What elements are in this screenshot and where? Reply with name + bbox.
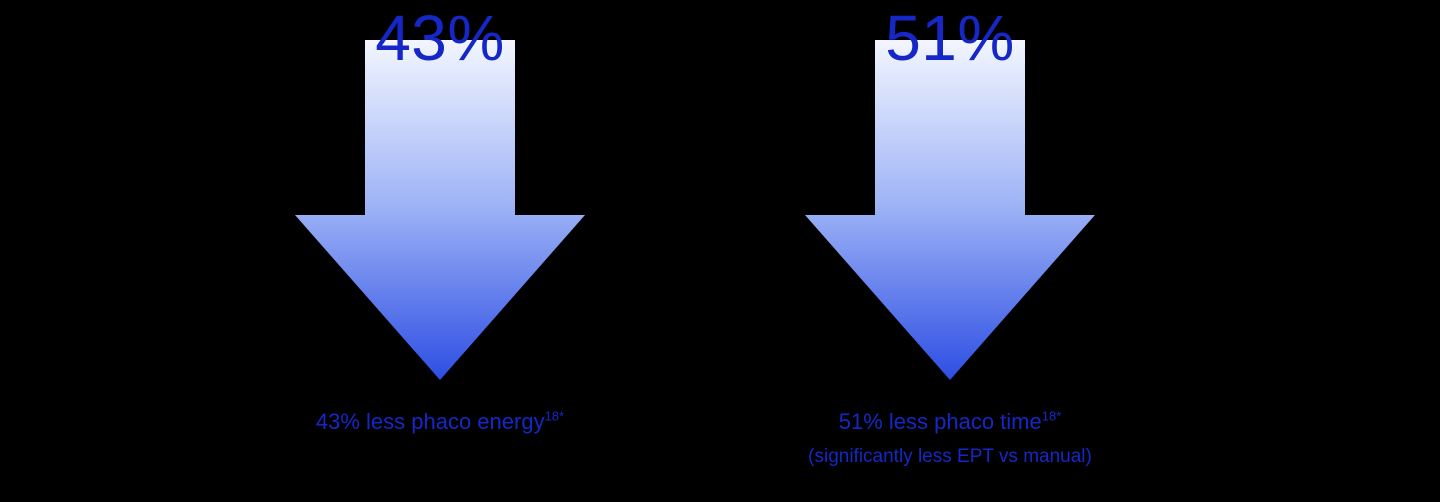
stat-caption: 51% less phaco time18* — [770, 408, 1130, 436]
down-arrow-icon — [280, 40, 600, 380]
arrow-path — [805, 40, 1095, 380]
stat-headline: 51% — [770, 6, 1130, 70]
arrow-path — [295, 40, 585, 380]
caption-text: 43% less phaco energy — [316, 409, 545, 434]
caption-sup: 18* — [1042, 409, 1062, 424]
stat-caption: 43% less phaco energy18* — [260, 408, 620, 436]
stat-subcaption: (significantly less EPT vs manual) — [770, 446, 1130, 469]
infographic-stage: 43% 43% less phaco energy18* 51% — [0, 0, 1440, 502]
caption-text: 51% less phaco time — [839, 409, 1042, 434]
down-arrow-icon — [790, 40, 1110, 380]
stat-headline: 43% — [260, 6, 620, 70]
caption-sup: 18* — [545, 409, 565, 424]
